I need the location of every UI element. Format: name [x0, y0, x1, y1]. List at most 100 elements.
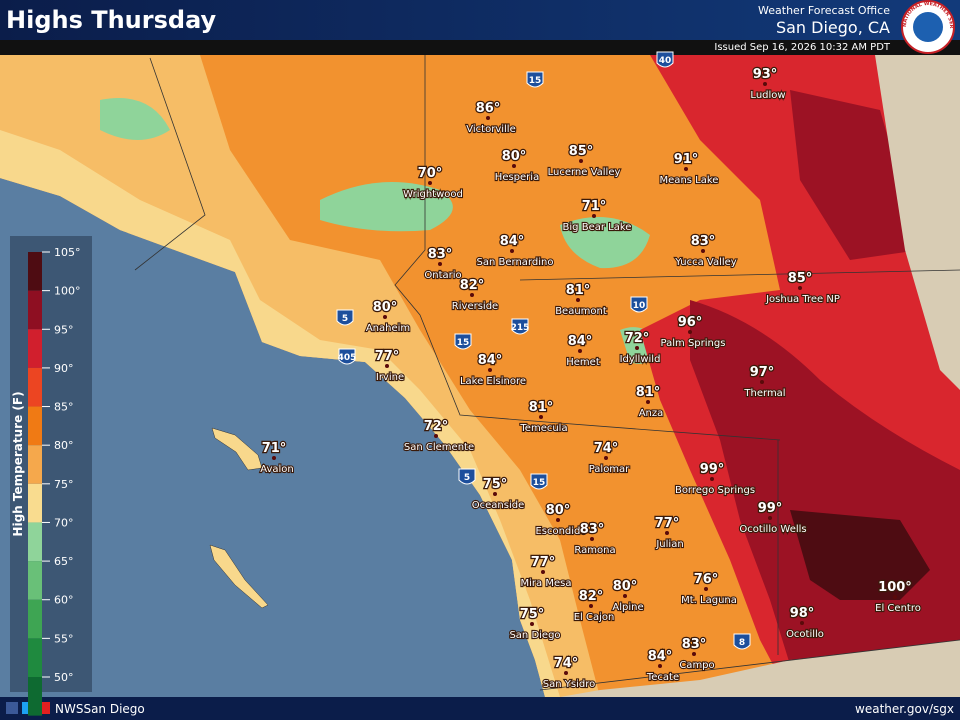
extreme-zone — [790, 510, 930, 600]
city-dot — [798, 286, 802, 290]
city-name: Anza — [639, 408, 664, 419]
city-temperature: 99° — [758, 501, 783, 516]
highway-number: 8 — [739, 638, 745, 648]
logo-center — [913, 12, 943, 42]
city-dot — [893, 595, 897, 599]
city-temperature: 91° — [674, 152, 699, 167]
highway-shield — [526, 71, 544, 88]
city-dot — [704, 587, 708, 591]
boundaries — [134, 55, 960, 691]
city-name: Hesperia — [495, 172, 539, 183]
city-dot — [493, 492, 497, 496]
highway-number: 215 — [511, 323, 530, 333]
city-temperature: 74° — [554, 656, 579, 671]
legend-swatch — [28, 522, 42, 562]
city-name: Anaheim — [366, 323, 410, 334]
city-dot — [604, 456, 608, 460]
city-dot — [646, 400, 650, 404]
city-dot — [272, 456, 276, 460]
city-temperature: 75° — [483, 477, 508, 492]
island — [209, 544, 269, 609]
island — [211, 427, 263, 471]
city-name: Means Lake — [660, 175, 719, 186]
city-dot — [539, 415, 543, 419]
city-name: San Bernardino — [477, 257, 554, 268]
city-temperature: 98° — [790, 606, 815, 621]
city-dot — [530, 622, 534, 626]
city-temperature: 83° — [691, 234, 716, 249]
highway-number: 15 — [457, 338, 470, 348]
city-temperature: 84° — [478, 353, 503, 368]
highway-number: 40 — [659, 56, 672, 66]
city-name: Julian — [655, 539, 683, 550]
legend-swatch — [28, 329, 42, 368]
legend-label: 95° — [54, 323, 74, 336]
highway-shield — [454, 333, 472, 350]
city-temperature: 80° — [613, 579, 638, 594]
legend-swatch — [28, 599, 42, 639]
mountain-zone — [100, 98, 170, 140]
highway-shield — [656, 51, 674, 68]
city-temperature: 70° — [418, 166, 443, 181]
city-name: Avalon — [260, 464, 294, 475]
city-dot — [623, 594, 627, 598]
city-dot — [635, 346, 639, 350]
legend-label: 70° — [54, 516, 74, 529]
city-temperature: 77° — [655, 516, 680, 531]
city-name: Palomar — [589, 464, 630, 475]
location: San Diego, CA — [776, 18, 890, 37]
city-name: San Clemente — [404, 442, 474, 453]
legend-swatch — [28, 367, 42, 407]
city-name: Joshua Tree NP — [765, 294, 840, 305]
city-name: Ramona — [574, 545, 615, 556]
legend-swatch — [28, 483, 42, 523]
highway-number: 10 — [633, 301, 646, 311]
city-temperature: 81° — [636, 385, 661, 400]
city-temperature: 81° — [529, 400, 554, 415]
city-dot — [701, 249, 705, 253]
city-name: Wrightwood — [403, 189, 463, 200]
city-dot — [576, 298, 580, 302]
legend-swatch — [28, 406, 42, 446]
legend-label: 50° — [54, 671, 74, 684]
website[interactable]: weather.gov/sgx — [855, 702, 954, 716]
city-temperature: 77° — [375, 349, 400, 364]
city-name: Borrego Springs — [675, 485, 755, 496]
legend-label: 105° — [54, 246, 81, 259]
city-temperature: 80° — [546, 503, 571, 518]
city-name: Mt. Laguna — [681, 595, 737, 606]
city-dot — [768, 516, 772, 520]
highway-shield — [630, 296, 648, 313]
coastal-strip — [0, 130, 560, 697]
city-temperature: 80° — [373, 300, 398, 315]
city-temperature: 84° — [568, 334, 593, 349]
city-temperature: 75° — [520, 607, 545, 622]
city-temperature: 82° — [579, 589, 604, 604]
footer-bar — [0, 697, 960, 720]
city-dot — [579, 159, 583, 163]
city-dot — [589, 604, 593, 608]
city-temperature: 96° — [678, 315, 703, 330]
office: Weather Forecast Office — [758, 4, 890, 17]
legend-label: 60° — [54, 594, 74, 607]
city-temperature: 84° — [500, 234, 525, 249]
city-name: Idyllwild — [620, 354, 661, 365]
legend-label: 100° — [54, 285, 81, 298]
city-temperature: 85° — [788, 271, 813, 286]
legend-label: 90° — [54, 362, 74, 375]
legend-label: 85° — [54, 401, 74, 414]
city-name: El Centro — [875, 603, 921, 614]
city-dot — [760, 380, 764, 384]
city-dot — [383, 315, 387, 319]
city-name: San Diego — [509, 630, 560, 641]
city-dot — [590, 537, 594, 541]
legend-swatch — [28, 252, 42, 291]
highway-number: 15 — [533, 478, 546, 488]
city-name: Ludlow — [750, 90, 785, 101]
city-name: Victorville — [466, 124, 515, 135]
city-name: Escondido — [535, 526, 586, 537]
city-temperature: 83° — [428, 247, 453, 262]
facebook-icon[interactable] — [6, 702, 18, 714]
city-name: Lake Elsinore — [460, 376, 526, 387]
